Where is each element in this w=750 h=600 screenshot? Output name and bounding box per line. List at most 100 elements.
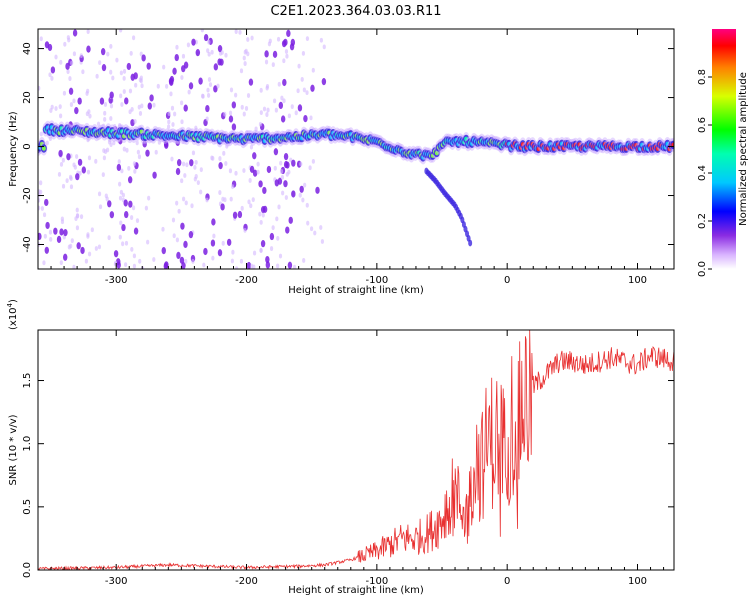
noise-point — [183, 173, 187, 178]
noise-point — [59, 161, 64, 167]
noise-point — [303, 115, 308, 123]
noise-point — [164, 141, 169, 149]
noise-point — [224, 52, 228, 58]
noise-point — [181, 53, 186, 59]
spectrogram-ytick-label: -20 — [22, 187, 33, 203]
noise-point — [217, 45, 223, 53]
noise-point — [191, 258, 195, 264]
noise-point — [152, 257, 156, 262]
noise-point — [193, 164, 197, 170]
noise-point — [228, 110, 233, 116]
colorbar-tick-label: 0.0 — [697, 261, 708, 277]
noise-point — [124, 210, 129, 219]
noise-point — [246, 261, 252, 269]
noise-point — [84, 258, 89, 264]
snr-xtick-label: -100 — [366, 576, 389, 587]
noise-point — [315, 186, 320, 194]
noise-point — [187, 89, 191, 95]
noise-point — [230, 258, 234, 264]
snr-xtick-label: 0 — [504, 576, 510, 587]
noise-point — [229, 196, 233, 202]
noise-point — [299, 185, 304, 193]
noise-point — [72, 51, 77, 57]
noise-point — [119, 93, 123, 99]
noise-point — [79, 214, 84, 220]
noise-point — [185, 162, 189, 168]
noise-point — [273, 165, 277, 171]
noise-point — [111, 75, 115, 81]
colorbar-tick-label: 0.6 — [697, 117, 708, 133]
noise-point — [124, 262, 128, 268]
noise-point — [102, 148, 106, 154]
noise-point — [319, 37, 323, 43]
colorbar-gradient — [712, 29, 736, 269]
noise-point — [205, 197, 209, 203]
noise-point — [96, 121, 101, 127]
noise-point — [146, 239, 150, 245]
noise-point — [78, 170, 82, 176]
noise-point — [256, 169, 260, 175]
noise-point — [291, 190, 296, 198]
noise-point — [48, 136, 52, 142]
noise-point — [301, 197, 305, 203]
noise-point — [171, 217, 176, 223]
noise-point — [276, 36, 281, 42]
noise-point — [306, 220, 310, 226]
noise-point — [50, 76, 54, 81]
noise-point — [172, 233, 176, 239]
noise-point — [277, 81, 281, 87]
noise-point — [261, 212, 265, 218]
noise-point — [180, 119, 184, 125]
noise-point — [107, 235, 111, 241]
noise-point — [234, 29, 238, 35]
noise-point — [280, 95, 284, 101]
noise-point — [240, 205, 244, 211]
noise-point — [246, 37, 250, 42]
noise-point — [81, 69, 85, 75]
noise-point — [272, 50, 278, 58]
noise-point — [266, 107, 270, 113]
noise-point — [269, 232, 275, 241]
noise-point — [147, 195, 151, 201]
noise-point — [208, 82, 213, 88]
noise-point — [249, 165, 255, 173]
noise-point — [226, 238, 232, 246]
noise-point — [282, 58, 286, 64]
noise-point — [283, 153, 289, 161]
snr-xlabel: Height of straight line (km) — [288, 585, 424, 596]
noise-point — [259, 248, 263, 253]
snr-series-line — [38, 330, 674, 570]
noise-point — [282, 78, 287, 87]
noise-point — [157, 139, 161, 145]
noise-point — [77, 158, 83, 166]
noise-point — [175, 237, 180, 243]
noise-point — [223, 111, 227, 117]
spectrogram-ytick-label: 20 — [22, 91, 33, 104]
noise-point — [269, 246, 274, 251]
noise-point — [266, 165, 272, 174]
noise-point — [99, 97, 105, 105]
noise-point — [102, 155, 106, 161]
spectrogram-ytick-label: 0 — [22, 143, 33, 149]
noise-point — [124, 240, 129, 246]
noise-point — [258, 180, 263, 188]
noise-point — [320, 239, 325, 244]
noise-point — [122, 146, 126, 152]
noise-point — [203, 247, 208, 256]
noise-point — [133, 169, 137, 174]
spectrogram-marks — [38, 29, 674, 269]
noise-point — [113, 250, 119, 258]
snr-xtick-label: -200 — [235, 576, 258, 587]
noise-point — [291, 159, 296, 167]
spectrogram-xtick-label: 100 — [628, 275, 647, 286]
noise-point — [250, 35, 254, 41]
noise-point — [133, 72, 138, 80]
noise-point — [231, 249, 235, 255]
noise-point — [101, 64, 107, 72]
noise-point — [59, 260, 63, 266]
noise-point — [218, 190, 222, 195]
noise-point — [44, 198, 49, 207]
noise-point — [149, 94, 154, 102]
noise-point — [59, 113, 63, 119]
noise-point — [154, 149, 158, 155]
